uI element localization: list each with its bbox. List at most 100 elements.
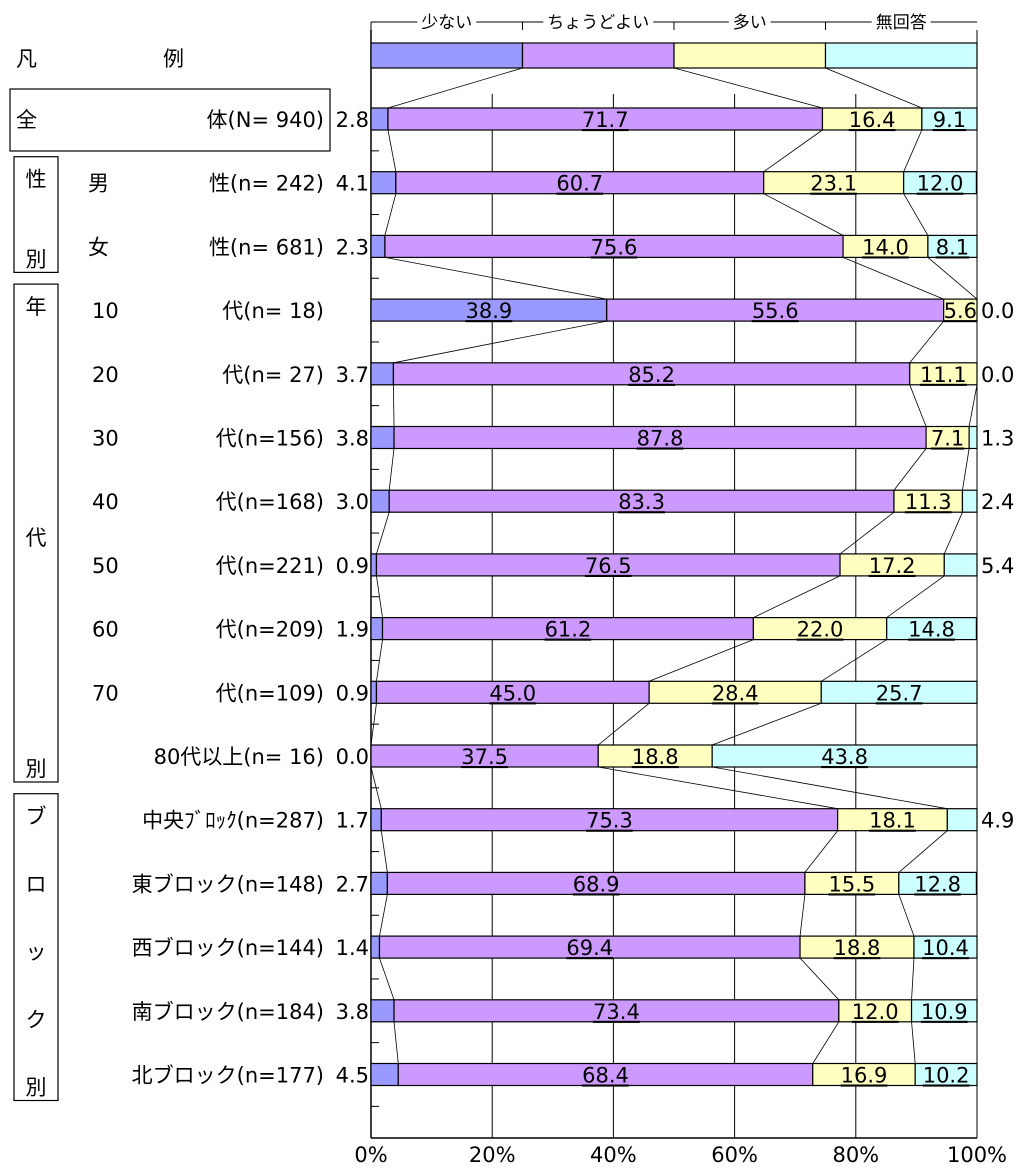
value-label: 11.1 xyxy=(920,363,967,387)
connector-line xyxy=(387,129,397,172)
value-label: 87.8 xyxy=(637,427,684,451)
bar-segment xyxy=(898,871,977,896)
row-prefix: 10 xyxy=(92,299,119,323)
legend-label-bg xyxy=(417,10,477,32)
value-label: 2.4 xyxy=(981,490,1014,514)
group-box-total xyxy=(9,88,331,152)
row-label: 代(n= 27) xyxy=(222,363,324,387)
connector-line xyxy=(927,257,978,300)
connector-line xyxy=(886,575,945,618)
value-label: 22.0 xyxy=(797,618,844,642)
value-label: 7.1 xyxy=(931,427,964,451)
value-label: 12.8 xyxy=(914,872,961,896)
row-label: 代(n=168) xyxy=(216,490,324,514)
row-label: 代(n=109) xyxy=(216,681,324,705)
group-label: ブ xyxy=(26,805,47,829)
value-label: 23.1 xyxy=(810,172,857,196)
legend-label: ちょうどよい xyxy=(547,13,649,33)
value-label: 28.4 xyxy=(712,681,759,705)
row-label: 性(n= 242) xyxy=(209,172,324,196)
bar-segment xyxy=(370,808,382,832)
connector-line xyxy=(903,193,929,236)
value-label: 68.9 xyxy=(573,872,620,896)
value-label: 69.4 xyxy=(566,936,613,960)
value-label: 37.5 xyxy=(461,745,508,769)
connector-line xyxy=(388,448,395,491)
bar-segment xyxy=(370,362,395,386)
group-label: 全 xyxy=(16,108,37,132)
connector-line xyxy=(673,67,823,109)
row-prefix: 20 xyxy=(92,363,119,387)
value-label: 3.8 xyxy=(336,427,369,451)
value-label: 0.0 xyxy=(336,745,369,769)
value-label: 1.4 xyxy=(336,936,369,960)
connector-line xyxy=(763,193,844,236)
row-prefix: 40 xyxy=(92,490,119,514)
group-label: 年 xyxy=(26,295,47,319)
bar-segment xyxy=(370,999,395,1023)
value-label: 14.0 xyxy=(862,235,909,259)
value-label: 12.0 xyxy=(917,172,964,196)
connector-line xyxy=(968,384,978,427)
connector-line xyxy=(825,67,923,109)
connector-line xyxy=(370,766,382,809)
connector-line xyxy=(376,639,383,682)
bar-segment xyxy=(943,553,978,577)
value-label: 0.0 xyxy=(981,299,1014,323)
bar-segment xyxy=(886,616,977,641)
row-prefix: 70 xyxy=(92,681,119,705)
value-label: 45.0 xyxy=(489,681,536,705)
row-label: 代(n=221) xyxy=(216,554,324,578)
value-label: 25.7 xyxy=(876,681,923,705)
legend-label: 多い xyxy=(733,13,767,33)
connector-line xyxy=(893,448,927,491)
legend-swatch xyxy=(673,42,827,69)
group-label: ッ xyxy=(26,940,47,964)
x-tick-label: 0% xyxy=(354,1143,387,1167)
connector-line xyxy=(962,448,970,491)
bar-segment xyxy=(968,425,978,450)
legend-label-bg xyxy=(543,10,654,32)
value-label: 4.9 xyxy=(981,809,1014,833)
value-label: 8.1 xyxy=(936,235,969,259)
connector-line xyxy=(842,257,944,300)
value-label: 12.0 xyxy=(852,1000,899,1024)
value-label: 9.1 xyxy=(933,108,966,132)
bar-segment xyxy=(370,234,386,258)
value-label: 11.3 xyxy=(905,490,952,514)
value-label: 14.8 xyxy=(908,618,955,642)
connector-line xyxy=(821,639,887,682)
connector-line xyxy=(598,766,838,810)
value-label: 4.5 xyxy=(336,1064,369,1088)
value-label: 0.0 xyxy=(981,363,1014,387)
bar-segment xyxy=(903,171,977,195)
value-label: 16.9 xyxy=(841,1064,888,1088)
value-label: 18.8 xyxy=(632,745,679,769)
value-label: 2.3 xyxy=(336,235,369,259)
value-label: 43.8 xyxy=(821,745,868,769)
connector-line xyxy=(903,129,923,172)
bar-segment xyxy=(921,107,978,131)
connector-line xyxy=(909,384,927,427)
connector-line xyxy=(712,766,948,810)
bar-segment xyxy=(370,616,384,641)
group-label: 別 xyxy=(26,1076,47,1100)
connector-line xyxy=(393,1021,399,1064)
connector-line xyxy=(943,512,963,555)
value-label: 10.4 xyxy=(922,936,969,960)
bar-segment xyxy=(370,489,390,513)
row-label: 代(n= 18) xyxy=(222,299,324,323)
value-label: 61.2 xyxy=(545,618,592,642)
group-label: ロ xyxy=(26,872,47,896)
group-label: ク xyxy=(26,1008,47,1032)
value-label: 10.9 xyxy=(921,1000,968,1024)
bar-segment xyxy=(370,553,378,577)
connector-line xyxy=(911,958,915,1000)
bar-segment xyxy=(370,935,381,959)
bar-segment xyxy=(711,744,978,768)
value-label: 38.9 xyxy=(465,299,512,323)
value-label: 1.9 xyxy=(336,618,369,642)
x-tick-label: 20% xyxy=(469,1143,516,1167)
value-label: 71.7 xyxy=(582,108,629,132)
connector-line xyxy=(376,512,390,555)
